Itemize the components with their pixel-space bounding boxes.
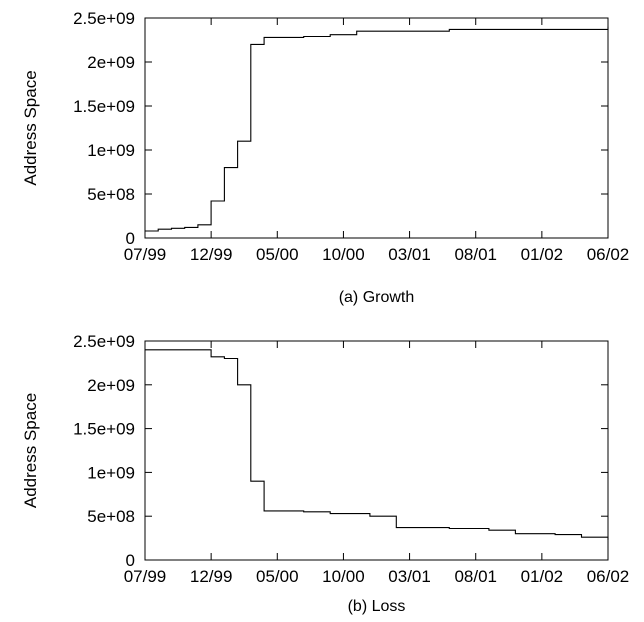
y-tick-label: 5e+08 (87, 185, 135, 204)
series-line (145, 26, 609, 232)
y-tick-label: 0 (126, 229, 135, 248)
x-tick-label: 06/02 (587, 567, 630, 586)
x-tick-label: 10/00 (322, 567, 365, 586)
growth-chart: 0 5e+08 1e+09 1.5e+09 2e+09 2.5e+09 07/99 12/99… (21, 9, 629, 306)
x-tick-label: 10/00 (322, 245, 365, 264)
y-tick-label: 1e+09 (87, 141, 135, 160)
chart-caption: (a) Growth (339, 289, 415, 306)
y-tick-label: 2e+09 (87, 376, 135, 395)
y-axis-label: Address Space (21, 70, 40, 185)
y-tick-label: 1e+09 (87, 463, 135, 482)
x-tick-label: 12/99 (190, 567, 233, 586)
chart-caption: (b) Loss (348, 598, 406, 615)
y-tick-label: 1.5e+09 (73, 420, 135, 439)
x-tick-label: 06/02 (587, 245, 630, 264)
series-line (145, 349, 609, 540)
x-tick-label: 05/00 (256, 567, 299, 586)
x-tick-label: 03/01 (388, 245, 431, 264)
x-tick-label: 12/99 (190, 245, 233, 264)
y-axis-label: Address Space (21, 393, 40, 508)
loss-chart: 0 5e+08 1e+09 1.5e+09 2e+09 2.5e+09 07/99 12/99… (21, 332, 629, 615)
x-tick-label: 01/02 (521, 567, 564, 586)
x-tick-label: 03/01 (388, 567, 431, 586)
y-tick-label: 0 (126, 551, 135, 570)
x-tick-label: 08/01 (454, 245, 497, 264)
x-tick-label: 07/99 (124, 567, 167, 586)
y-tick-label: 2.5e+09 (73, 332, 135, 351)
x-tick-label: 01/02 (521, 245, 564, 264)
x-tick-label: 08/01 (454, 567, 497, 586)
y-tick-label: 1.5e+09 (73, 97, 135, 116)
plot-frame (144, 340, 609, 561)
x-tick-label: 07/99 (124, 245, 167, 264)
y-tick-label: 2.5e+09 (73, 9, 135, 28)
x-tick-label: 05/00 (256, 245, 299, 264)
plot-frame (144, 17, 609, 239)
y-tick-label: 2e+09 (87, 53, 135, 72)
y-tick-label: 5e+08 (87, 507, 135, 526)
